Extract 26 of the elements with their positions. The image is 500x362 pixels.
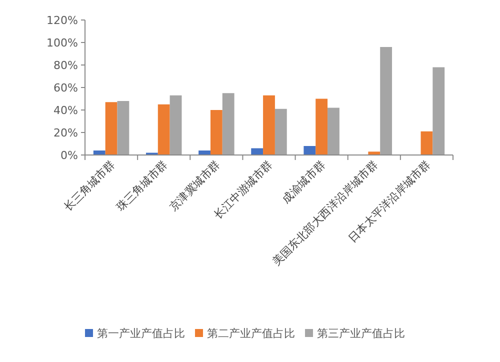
bar: [210, 110, 222, 155]
bar: [263, 95, 275, 155]
bar: [117, 101, 130, 155]
bar: [380, 47, 392, 155]
legend-label: 第二产业产值占比: [207, 327, 295, 340]
y-tick-label: 80%: [54, 59, 78, 72]
bar: [304, 146, 316, 155]
bar: [222, 93, 234, 155]
y-tick-label: 120%: [46, 14, 78, 27]
bar: [316, 98, 328, 155]
bar: [93, 150, 106, 155]
bar: [105, 102, 118, 155]
bar: [432, 67, 445, 155]
bar: [158, 104, 170, 155]
legend-label: 第三产业产值占比: [317, 327, 405, 340]
bar: [198, 150, 210, 155]
y-tick-label: 40%: [54, 104, 78, 117]
x-tick-label: 成渝城市群: [280, 158, 328, 206]
bar: [420, 131, 433, 155]
bar: [328, 108, 340, 155]
bar: [170, 95, 182, 155]
y-tick-label: 60%: [54, 82, 78, 94]
y-tick-label: 20%: [54, 126, 78, 140]
y-tick-label: 100%: [46, 36, 78, 50]
bar: [274, 108, 287, 155]
legend-label: 第一产业产值占比: [97, 327, 185, 340]
